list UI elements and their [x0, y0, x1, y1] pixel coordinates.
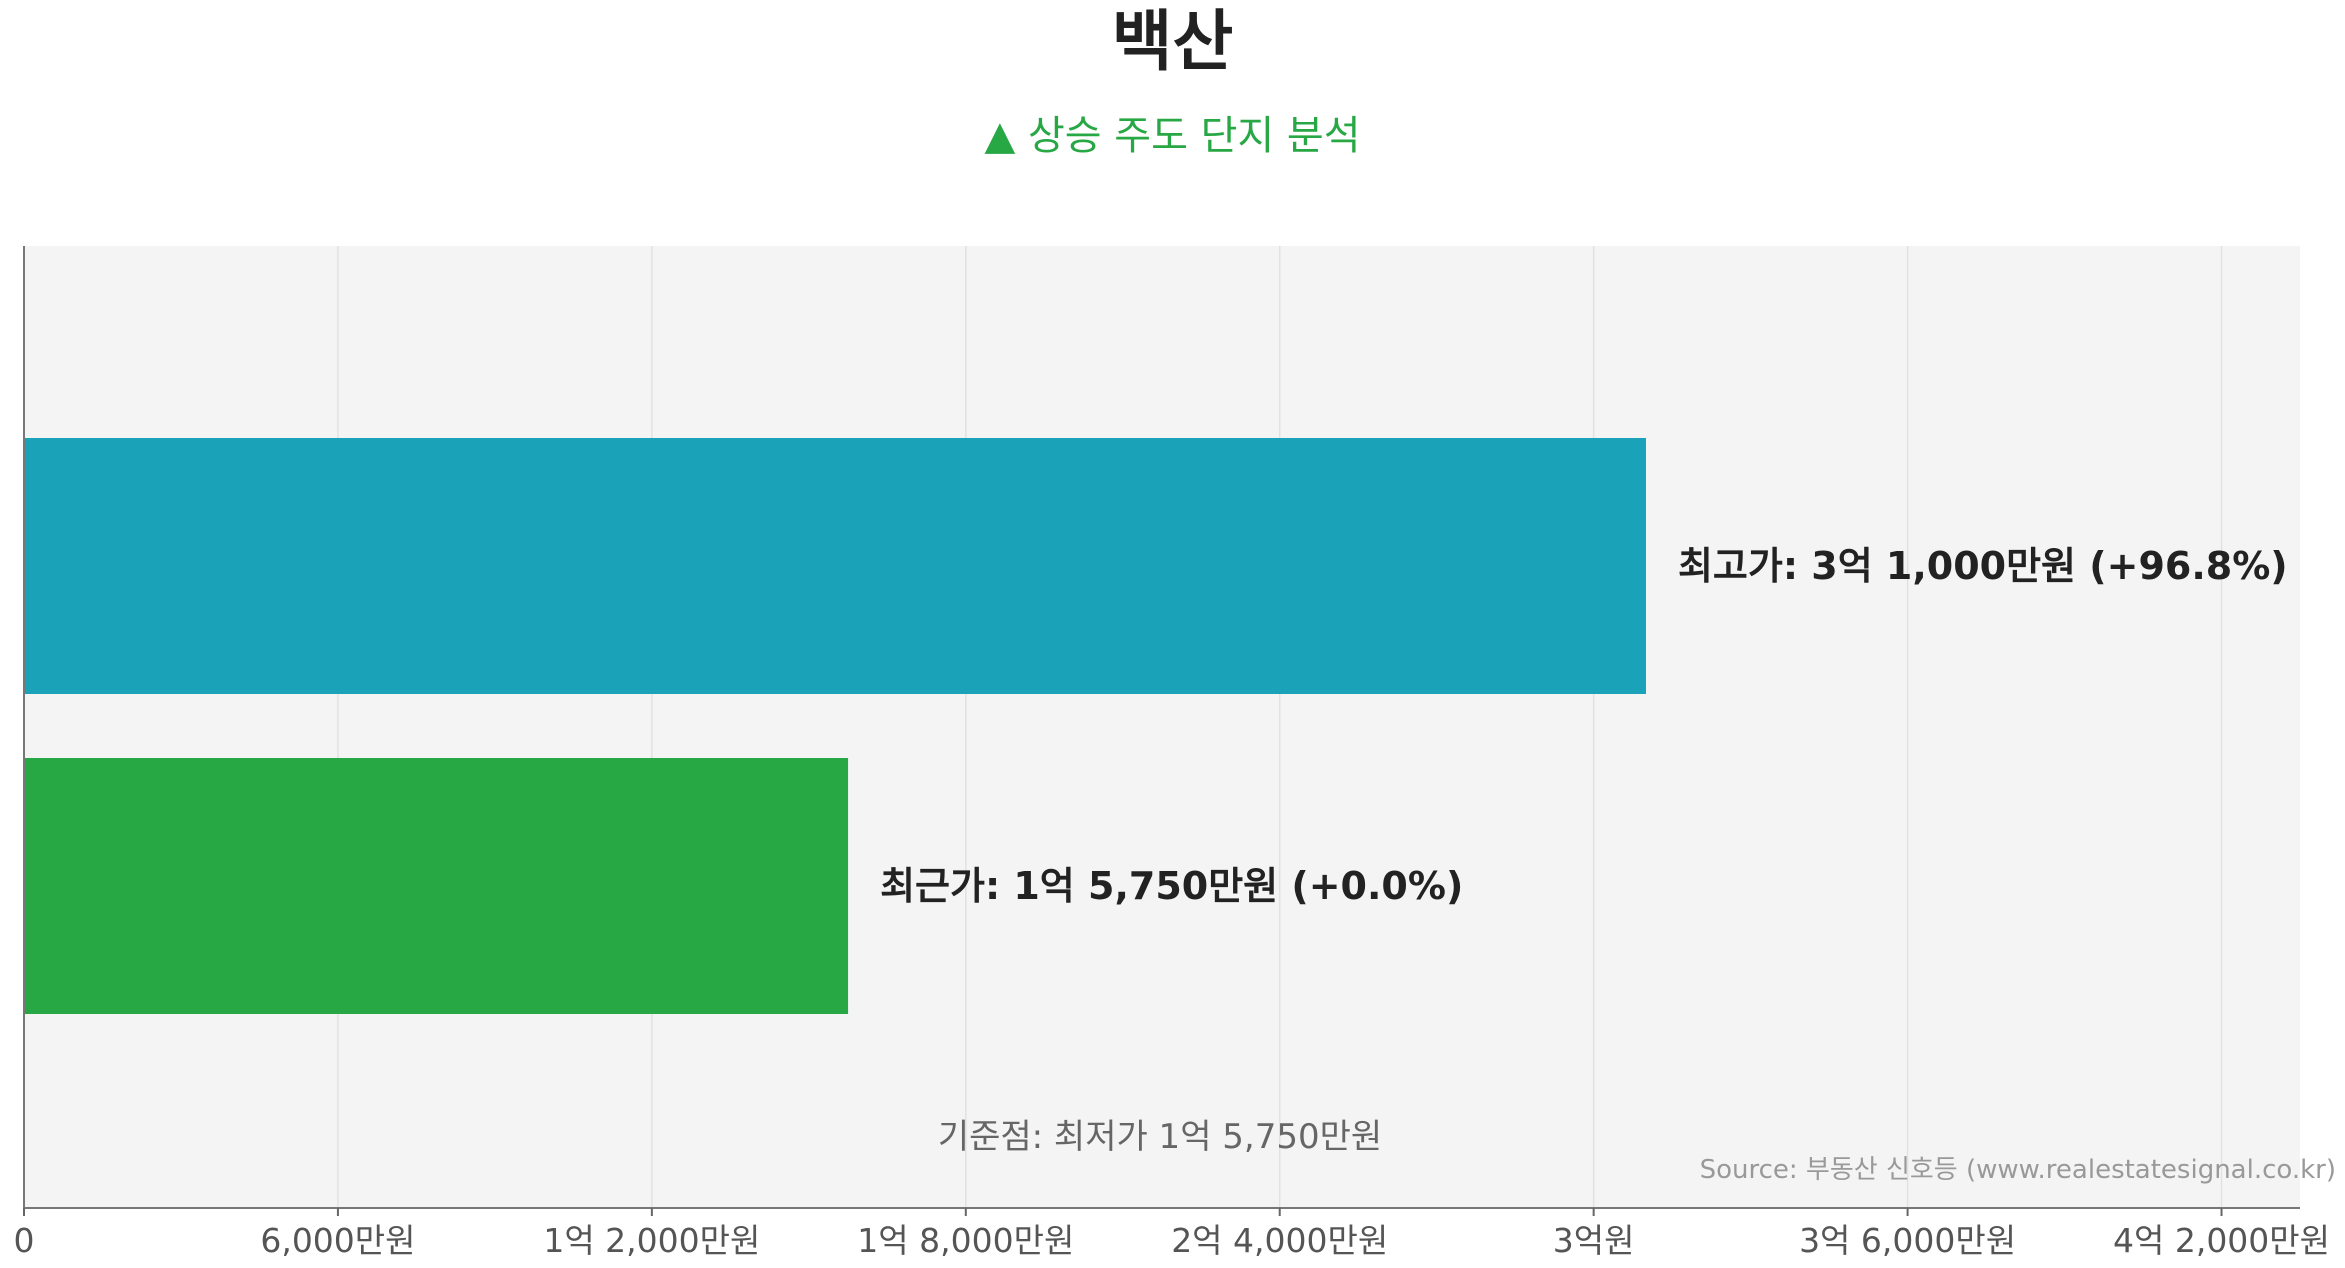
source-note: Source: 부동산 신호등 (www.realestatesignal.co…: [1700, 1155, 2336, 1185]
bar-highest: [24, 438, 1646, 694]
chart-title: 백산: [1111, 3, 1234, 80]
bar-value-label: 최근가: 1억 5,750만원 (+0.0%): [880, 864, 1463, 908]
plot-background: [24, 246, 2300, 1208]
bar-value-label: 최고가: 3억 1,000만원 (+96.8%): [1678, 544, 2288, 588]
x-tick-label: 4억 2,000만원: [2113, 1221, 2330, 1260]
x-tick-label: 1억 8,000만원: [857, 1221, 1074, 1260]
x-tick-label: 6,000만원: [260, 1221, 415, 1260]
x-tick-label: 1억 2,000만원: [543, 1221, 760, 1260]
baseline-annotation: 기준점: 최저가 1억 5,750만원: [938, 1117, 1382, 1157]
bars: 최고가: 3억 1,000만원 (+96.8%) 최근가: 1억 5,750만원 …: [24, 438, 2288, 1014]
chart-subtitle: ▲ 상승 주도 단지 분석: [984, 113, 1361, 159]
x-tick-label: 3억 6,000만원: [1799, 1221, 2016, 1260]
x-tick-label: 2억 4,000만원: [1171, 1221, 1388, 1260]
grid-lines: [337, 246, 2223, 1208]
x-tick-label: 3억원: [1553, 1221, 1635, 1260]
x-axis-ticks: 0 6,000만원 1억 2,000만원 1억 8,000만원 2억 4,000만원 3억…: [14, 1208, 2330, 1260]
x-tick-label: 0: [14, 1221, 35, 1260]
bar-recent: [24, 758, 849, 1014]
